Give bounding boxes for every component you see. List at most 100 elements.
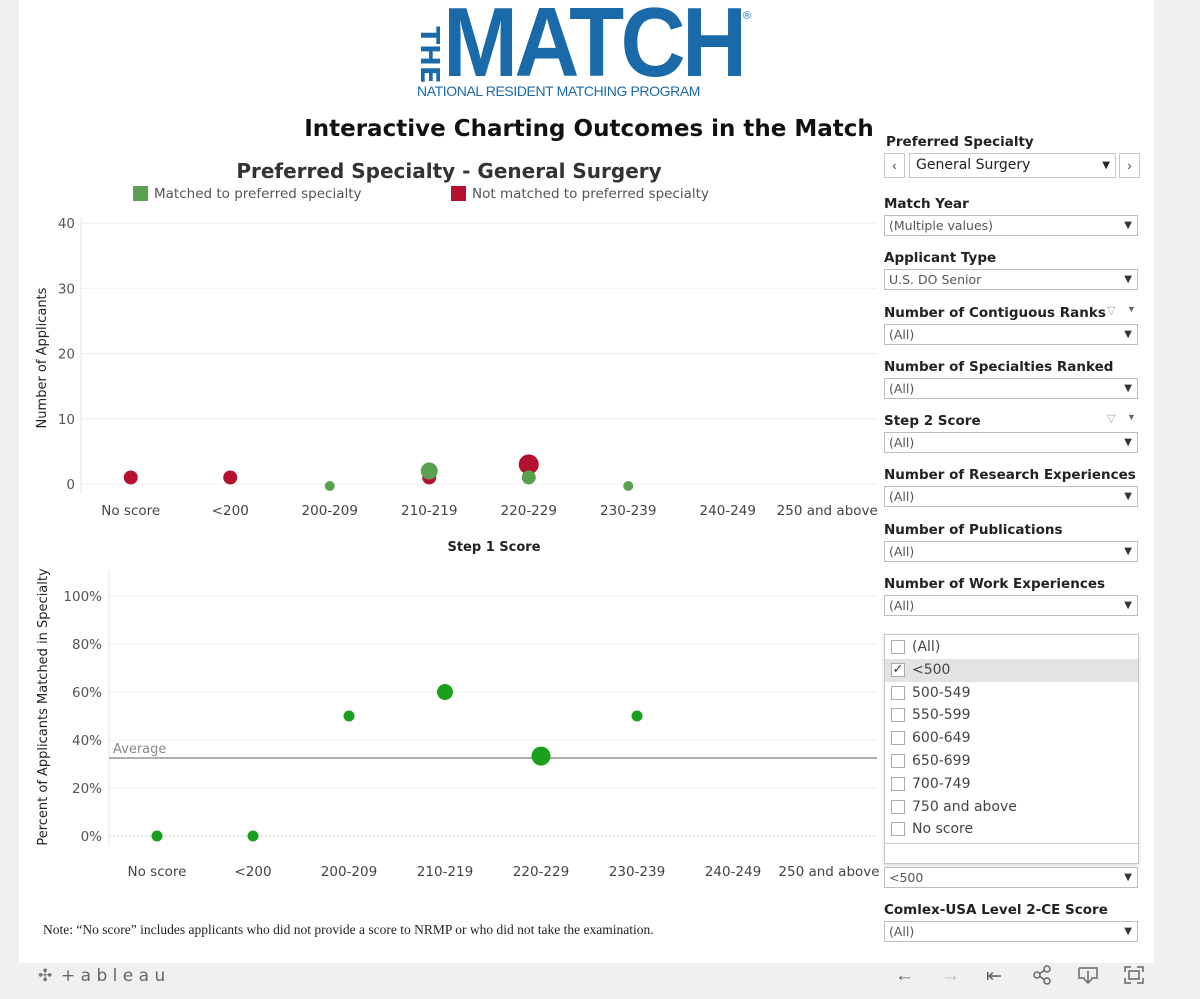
next-specialty-button[interactable]: › — [1119, 153, 1140, 178]
comlex2-select[interactable]: (All) ▼ — [884, 921, 1138, 942]
applicants-chart[interactable]: 0 10 20 30 40 No score <200 200-209 210-219 220-2… — [19, 200, 879, 560]
x-tick-label: No score — [101, 503, 160, 519]
chevron-down-icon: ▼ — [1124, 383, 1132, 394]
data-point — [623, 481, 634, 491]
applicant-type-select[interactable]: U.S. DO Senior ▼ — [884, 269, 1138, 290]
dropdown-option[interactable]: 750 and above — [885, 796, 1138, 819]
tableau-logo-icon[interactable]: ✣ — [38, 966, 53, 985]
y-axis-title: Number of Applicants — [35, 287, 50, 428]
undo-icon[interactable]: ← — [895, 965, 914, 986]
dropdown-option[interactable]: ✓ <500 — [885, 658, 1138, 682]
checkbox[interactable] — [891, 708, 905, 723]
data-point — [521, 470, 536, 485]
data-point — [518, 454, 539, 475]
preferred-specialty-select[interactable]: General Surgery ▼ — [909, 153, 1116, 178]
prev-specialty-button[interactable]: ‹ — [884, 153, 905, 178]
filter-label-comlex2: Comlex-USA Level 2-CE Score — [884, 902, 1108, 918]
dropdown-option-label: 600-649 — [912, 730, 971, 747]
filter-label-publications: Number of Publications — [884, 522, 1063, 538]
publications-select[interactable]: (All) ▼ — [884, 541, 1138, 562]
legend-swatch-not-matched — [451, 186, 466, 201]
specialties-ranked-value: (All) — [889, 381, 915, 396]
legend-label-matched[interactable]: Matched to preferred specialty — [154, 186, 362, 202]
percent-matched-chart[interactable]: 0% 20% 40% 60% 80% 100% No score <200 200-209 210… — [19, 560, 879, 890]
checkbox[interactable] — [891, 799, 905, 814]
x-axis-title: Step 1 Score — [447, 540, 540, 555]
x-tick-label: 250 and above — [778, 864, 879, 880]
x-tick-label: 230-239 — [609, 864, 665, 880]
comlex1-dropdown-list[interactable]: (All) ✓ <500 500-549 550-599 600-649 650-699 70… — [884, 634, 1139, 864]
filter-icon[interactable]: ▽ — [1107, 413, 1116, 425]
comlex1-select[interactable]: <500 ▼ — [884, 867, 1138, 888]
chart-title: Preferred Specialty - General Surgery — [236, 159, 662, 183]
dropdown-option[interactable]: No score — [885, 818, 1138, 841]
fullscreen-icon[interactable] — [1123, 965, 1145, 991]
x-tick-label: 220-229 — [501, 503, 557, 519]
step2-select[interactable]: (All) ▼ — [884, 432, 1138, 453]
x-tick-label: 200-209 — [302, 503, 358, 519]
y-tick-label: 40 — [58, 216, 75, 232]
data-point — [247, 830, 259, 842]
dropdown-option[interactable]: (All) — [885, 636, 1138, 659]
dropdown-option[interactable]: 650-699 — [885, 750, 1138, 773]
data-point — [223, 470, 238, 485]
redo-icon[interactable]: → — [941, 965, 960, 986]
checkbox[interactable] — [891, 685, 905, 700]
dropdown-option-label: No score — [912, 821, 974, 838]
chevron-down-icon: ▼ — [1124, 546, 1132, 557]
logo-the: THE — [414, 12, 444, 99]
filter-label-applicant-type: Applicant Type — [884, 250, 997, 266]
dashboard-title: Interactive Charting Outcomes in the Mat… — [304, 116, 874, 142]
data-point — [123, 470, 138, 485]
logo-match-text: MATCH — [443, 0, 747, 84]
checkbox-checked[interactable]: ✓ — [891, 661, 905, 677]
checkbox[interactable] — [891, 731, 905, 746]
y-tick-label: 100% — [63, 589, 102, 605]
x-tick-label: 210-219 — [417, 864, 473, 880]
x-tick-label: 240-249 — [705, 864, 761, 880]
filter-icon[interactable]: ▽ — [1107, 305, 1116, 317]
share-icon[interactable] — [1032, 965, 1052, 991]
dropdown-option[interactable]: 550-599 — [885, 704, 1138, 727]
research-select[interactable]: (All) ▼ — [884, 486, 1138, 507]
x-tick-label: 250 and above — [777, 503, 878, 519]
filter-label-specialties-ranked: Number of Specialties Ranked — [884, 359, 1114, 375]
dropdown-search-input[interactable] — [885, 843, 1138, 864]
x-tick-label: 200-209 — [321, 864, 377, 880]
checkbox[interactable] — [891, 822, 905, 837]
logo-registered: ® — [743, 10, 752, 22]
legend-label-not-matched[interactable]: Not matched to preferred specialty — [472, 186, 709, 202]
filter-label-preferred-specialty: Preferred Specialty — [886, 134, 1034, 150]
y-tick-label: 30 — [58, 281, 75, 297]
chevron-down-icon: ▼ — [1124, 274, 1132, 285]
dropdown-option-label: 550-599 — [912, 707, 971, 724]
data-point — [437, 684, 453, 700]
checkbox[interactable] — [891, 640, 905, 654]
chevron-down-icon: ▼ — [1124, 600, 1132, 611]
y-tick-label: 0% — [81, 829, 103, 845]
specialties-ranked-select[interactable]: (All) ▼ — [884, 378, 1138, 399]
legend-swatch-matched — [133, 186, 148, 201]
dropdown-option-label: <500 — [912, 661, 951, 678]
dropdown-option[interactable]: 500-549 — [885, 682, 1138, 705]
contiguous-ranks-select[interactable]: (All) ▼ — [884, 324, 1138, 345]
filter-label-step2: Step 2 Score — [884, 413, 981, 429]
x-tick-label: 240-249 — [700, 503, 756, 519]
menu-chevron-icon[interactable]: ▼ — [1127, 304, 1136, 314]
filter-label-contiguous-ranks: Number of Contiguous Ranks — [884, 305, 1106, 321]
dropdown-option[interactable]: 700-749 — [885, 773, 1138, 796]
dropdown-option[interactable]: 600-649 — [885, 727, 1138, 750]
checkbox[interactable] — [891, 754, 905, 768]
chevron-down-icon: ▼ — [1124, 491, 1132, 502]
y-axis-title: Percent of Applicants Matched in Special… — [36, 568, 51, 846]
match-year-value: (Multiple values) — [889, 218, 994, 233]
dropdown-option-label: (All) — [912, 639, 941, 655]
work-select[interactable]: (All) ▼ — [884, 595, 1138, 616]
revert-icon[interactable]: ⇤ — [986, 966, 1002, 987]
checkbox[interactable] — [891, 776, 905, 791]
data-point — [343, 710, 355, 722]
menu-chevron-icon[interactable]: ▼ — [1127, 412, 1136, 422]
tableau-brand[interactable]: + a b l e a u — [61, 966, 166, 986]
download-icon[interactable] — [1077, 965, 1099, 991]
match-year-select[interactable]: (Multiple values) ▼ — [884, 215, 1138, 236]
